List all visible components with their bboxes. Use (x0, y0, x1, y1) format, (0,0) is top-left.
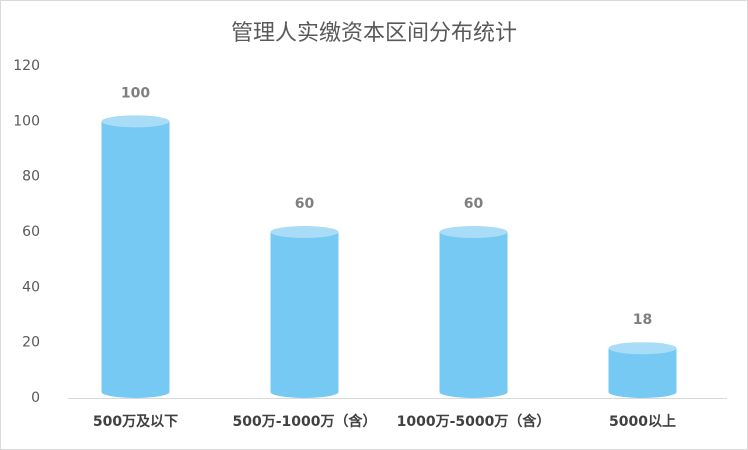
data-label: 60 (464, 196, 484, 212)
y-tick-label: 40 (22, 279, 40, 295)
bar-top (439, 226, 508, 238)
bar-body (270, 232, 339, 398)
bar-body (608, 348, 677, 398)
y-tick-label: 0 (31, 390, 40, 406)
data-label: 18 (633, 312, 652, 328)
y-tick-label: 20 (22, 335, 40, 351)
bar-top (608, 342, 677, 355)
y-tick-label: 80 (22, 169, 40, 185)
data-label: 100 (121, 85, 150, 101)
y-tick-label: 100 (13, 113, 40, 129)
bar-body (101, 121, 170, 398)
y-tick-label: 60 (22, 224, 40, 240)
x-tick-label: 5000以上 (609, 414, 676, 430)
data-label: 60 (295, 196, 315, 212)
x-tick-label: 1000万-5000万（含） (397, 413, 551, 430)
x-tick-label: 500万-1000万（含） (233, 413, 377, 430)
bar-top (101, 115, 170, 128)
chart-title: 管理人实缴资本区间分布统计 (231, 21, 517, 46)
y-tick-label: 120 (13, 58, 40, 74)
bar-top (270, 226, 339, 238)
bar-body (439, 232, 508, 398)
x-tick-label: 500万及以下 (93, 414, 178, 430)
